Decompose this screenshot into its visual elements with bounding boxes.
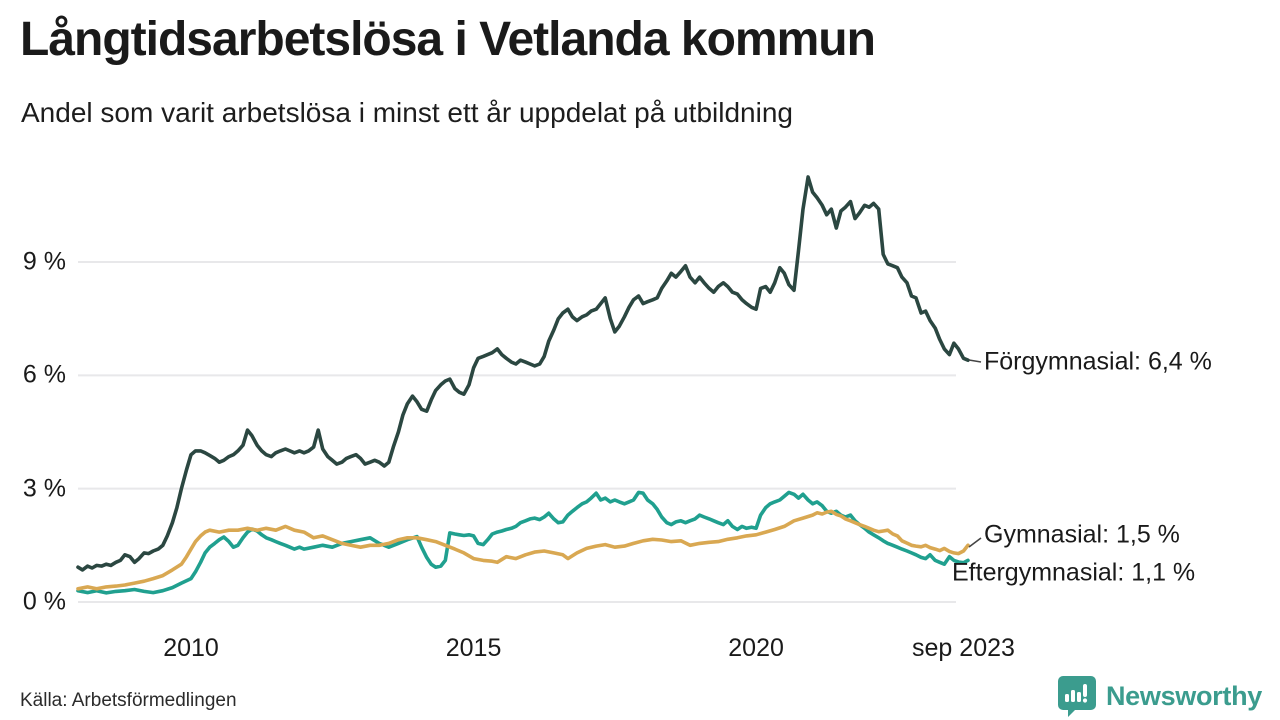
y-tick-label: 9 % [22, 247, 66, 276]
series-line-eftergymnasial [76, 490, 970, 595]
y-tick-label: 6 % [22, 360, 66, 389]
connector-line [968, 537, 982, 548]
connector-line [968, 359, 982, 363]
label-connector-lines [968, 359, 982, 548]
end-label-eftergymnasial: Eftergymnasial: 1,1 % [952, 558, 1196, 587]
x-tick-label: 2020 [728, 634, 784, 662]
bar-chart-glyph [1064, 684, 1088, 703]
x-tick-label: 2015 [445, 634, 502, 662]
series-line-gymnasial [76, 509, 970, 591]
x-tick-label: sep 2023 [912, 634, 1015, 662]
series-line-förgymnasial [76, 175, 970, 572]
source-note: Källa: Arbetsförmedlingen [20, 690, 237, 711]
page-title: Långtidsarbetslösa i Vetlanda kommun [20, 13, 876, 66]
newsworthy-wordmark: Newsworthy [1105, 680, 1262, 711]
y-tick-label: 0 % [22, 587, 66, 616]
gridlines [78, 261, 956, 603]
y-tick-label: 3 % [22, 474, 66, 503]
end-label-gymnasial: Gymnasial: 1,5 % [984, 520, 1180, 549]
chart-subtitle: Andel som varit arbetslösa i minst ett å… [21, 97, 793, 128]
end-label-forgymnasial: Förgymnasial: 6,4 % [984, 347, 1212, 376]
series-lines [76, 175, 970, 595]
newsworthy-logo[interactable]: Newsworthy [1057, 674, 1262, 718]
x-tick-label: 2010 [163, 634, 219, 662]
newsworthy-logo-icon [1057, 676, 1096, 717]
